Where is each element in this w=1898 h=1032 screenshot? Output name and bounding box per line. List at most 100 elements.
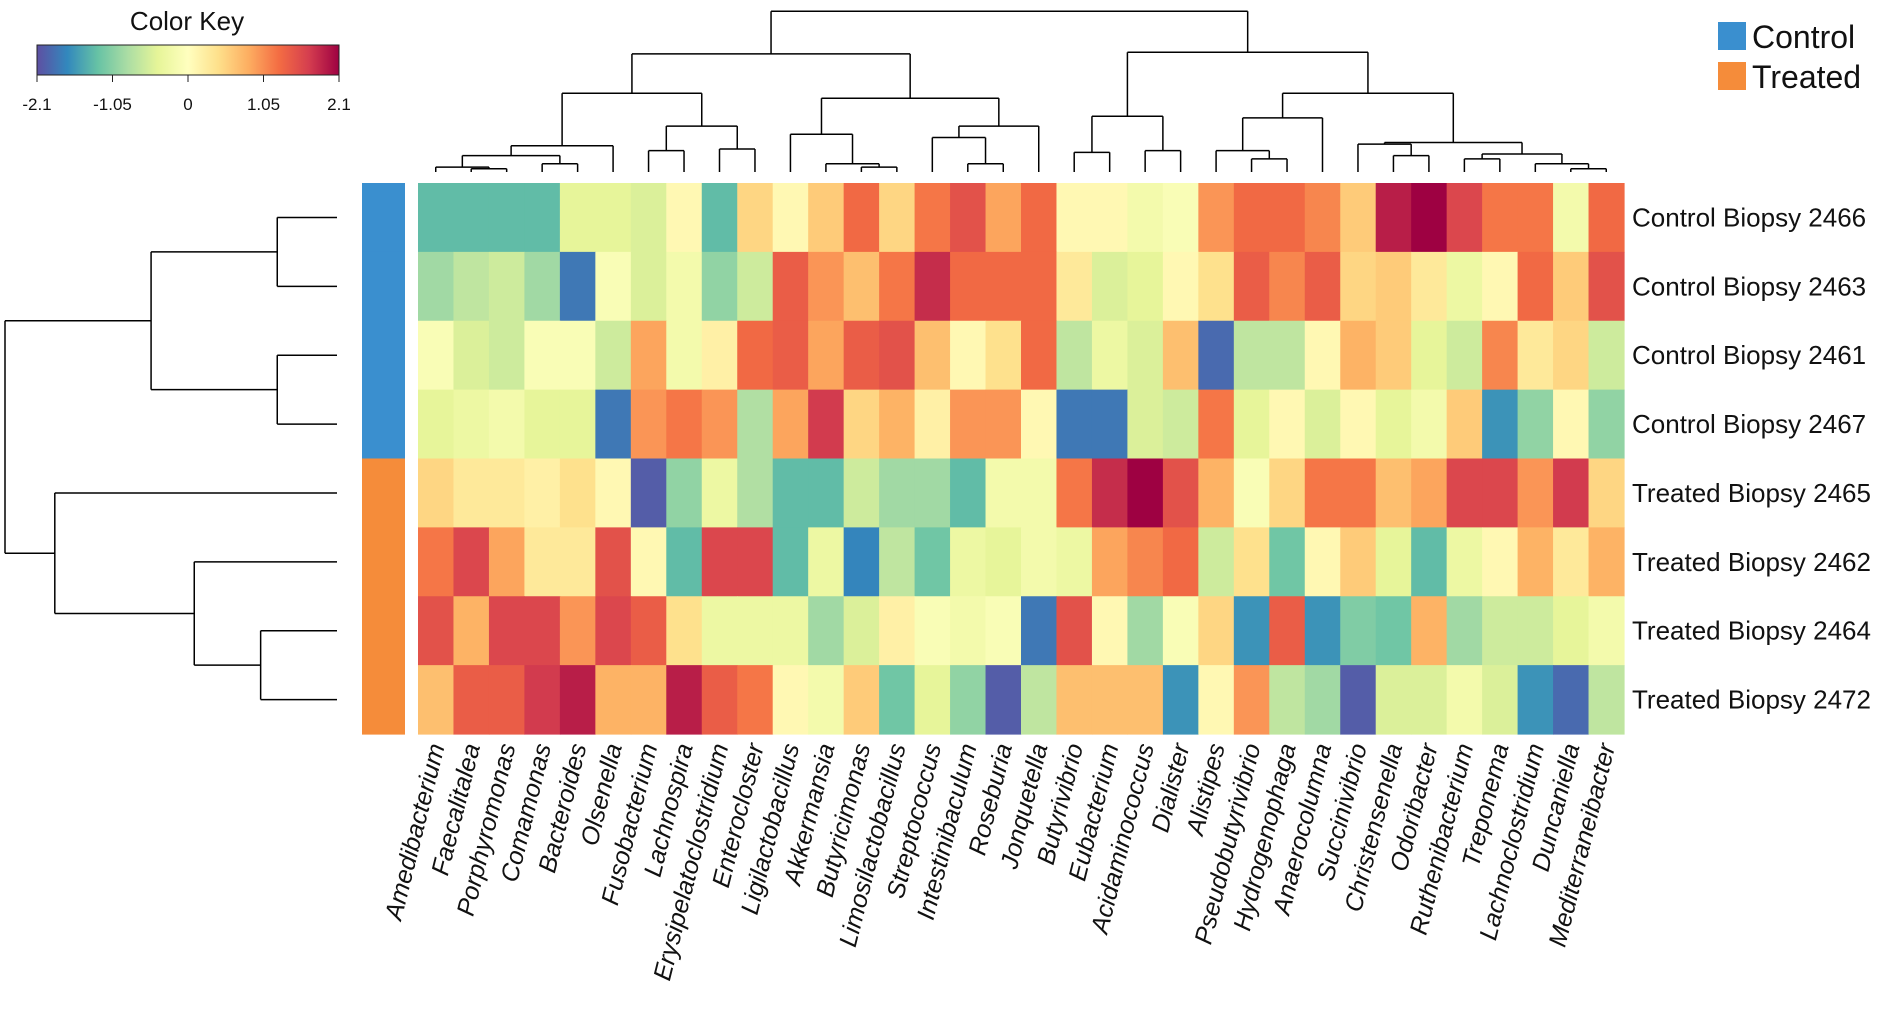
heatmap-cell: [524, 251, 561, 322]
heatmap-cell: [1198, 527, 1235, 597]
heatmap-cell: [914, 527, 951, 597]
heatmap-cell: [1304, 183, 1341, 253]
heatmap-cell: [772, 596, 809, 666]
heatmap-cell: [630, 183, 667, 253]
heatmap-cell: [1021, 389, 1058, 460]
heatmap-cell: [418, 665, 455, 735]
heatmap-cell: [1198, 389, 1235, 460]
heatmap-cell: [1198, 665, 1235, 735]
heatmap-cell: [488, 665, 526, 735]
heatmap-cell: [950, 527, 987, 597]
heatmap-cell: [630, 596, 667, 666]
heatmap-cell: [1056, 389, 1093, 460]
heatmap-cell: [1269, 389, 1306, 460]
heatmap-cell: [985, 665, 1022, 735]
heatmap-cell: [418, 389, 455, 460]
heatmap-cell: [524, 183, 561, 253]
heatmap-cell: [1517, 251, 1554, 322]
heatmap-cell: [1233, 389, 1270, 460]
heatmap-cell: [488, 389, 526, 460]
heatmap-cell: [843, 458, 880, 528]
row-label: Control Biopsy 2461: [1632, 340, 1866, 370]
heatmap-cell: [559, 183, 596, 253]
heatmap-cell: [1127, 527, 1164, 597]
heatmap-cell: [1091, 596, 1129, 666]
heatmap-cell: [701, 389, 738, 460]
heatmap-cell: [1340, 320, 1377, 391]
heatmap-cell: [559, 320, 596, 391]
heatmap-cell: [737, 665, 774, 735]
heatmap-cell: [737, 596, 774, 666]
heatmap-cell: [1517, 389, 1554, 460]
heatmap-cell: [1446, 389, 1483, 460]
heatmap-cell: [1269, 665, 1306, 735]
heatmap-cell: [1588, 596, 1625, 666]
heatmap-cell: [914, 389, 951, 460]
heatmap-cell: [1304, 458, 1341, 528]
heatmap-cell: [985, 527, 1022, 597]
heatmap-cell: [1127, 251, 1164, 322]
heatmap-cell: [488, 596, 526, 666]
heatmap-cell: [879, 458, 916, 528]
heatmap-cell: [630, 251, 667, 322]
heatmap-cell: [1021, 320, 1058, 391]
heatmap-cell: [1375, 665, 1412, 735]
heatmap-cell: [1233, 251, 1270, 322]
heatmap-cell: [1304, 320, 1341, 391]
heatmap-cell: [1517, 596, 1554, 666]
heatmap-cell: [453, 389, 490, 460]
color-key-gradient-bar: [36, 44, 340, 76]
heatmap-cell: [1198, 458, 1235, 528]
column-dendrogram: [434, 10, 1608, 172]
heatmap-cell: [666, 183, 703, 253]
heatmap-cell: [1127, 596, 1164, 666]
heatmap-cell: [1517, 183, 1554, 253]
heatmap-cell: [1091, 183, 1129, 253]
group-bar-segment-treated: [362, 458, 405, 528]
heatmap-cell: [666, 320, 703, 391]
heatmap-cell: [1304, 251, 1341, 322]
heatmap-cell: [1517, 458, 1554, 528]
heatmap-cell: [1056, 251, 1093, 322]
row-label: Control Biopsy 2467: [1632, 409, 1866, 439]
heatmap-cell: [666, 251, 703, 322]
heatmap-cell: [524, 527, 561, 597]
heatmap-cell: [1340, 665, 1377, 735]
heatmap-cell: [1553, 665, 1590, 735]
heatmap-cell: [453, 251, 490, 322]
heatmap-cell: [1553, 389, 1590, 460]
heatmap-cell: [808, 665, 845, 735]
color-key-tick-label: 2.1: [327, 95, 351, 114]
heatmap-cell: [1233, 665, 1270, 735]
heatmap-cell: [1056, 320, 1093, 391]
heatmap-cell: [1198, 183, 1235, 253]
heatmap-cell: [772, 389, 809, 460]
group-bar-segment-treated: [362, 665, 405, 735]
heatmap-cell: [1482, 389, 1519, 460]
heatmap-cell: [666, 665, 703, 735]
heatmap-cell: [772, 183, 809, 253]
heatmap-cell: [630, 527, 667, 597]
heatmap-cell: [595, 527, 632, 597]
heatmap-cell: [1340, 389, 1377, 460]
row-label: Treated Biopsy 2465: [1632, 478, 1871, 508]
color-key-tick-label: -1.05: [93, 95, 132, 114]
heatmap-cell: [559, 251, 596, 322]
heatmap-cell: [737, 320, 774, 391]
heatmap-cell: [950, 183, 987, 253]
heatmap-cell: [985, 458, 1022, 528]
group-bar-segment-control: [362, 389, 405, 460]
heatmap-cell: [808, 251, 845, 322]
group-bar-segment-treated: [362, 527, 405, 597]
heatmap-cell: [1340, 458, 1377, 528]
heatmap-cell: [1269, 251, 1306, 322]
heatmap-cell: [701, 183, 738, 253]
heatmap-cell: [772, 458, 809, 528]
heatmap-cell: [914, 320, 951, 391]
heatmap-cell: [666, 458, 703, 528]
row-label: Treated Biopsy 2472: [1632, 685, 1871, 715]
heatmap-cell: [1411, 389, 1448, 460]
heatmap-cell: [1233, 183, 1270, 253]
heatmap-cell: [595, 183, 632, 253]
heatmap-cell: [1553, 183, 1590, 253]
